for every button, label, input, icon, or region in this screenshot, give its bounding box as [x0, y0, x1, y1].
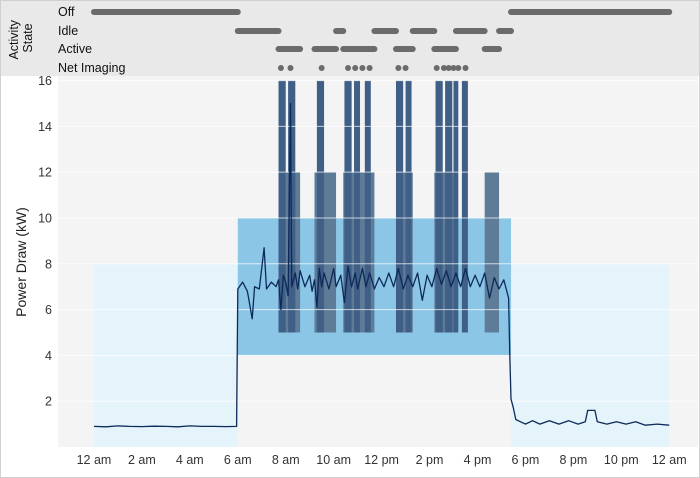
band-net-imaging-18 [445, 80, 453, 333]
band-net-imaging-14 [364, 80, 371, 333]
y-tick-4: 4 [45, 349, 52, 363]
state-dot-net-imaging-2 [318, 65, 325, 71]
power-series [93, 102, 670, 428]
state-dot-net-imaging-9 [433, 65, 440, 71]
y-axis-title: Power Draw (kW) [13, 207, 29, 317]
state-label-net-imaging: Net Imaging [58, 61, 125, 75]
y-tick-8: 8 [45, 257, 52, 271]
x-tick-labels: 12 am 2 am 4 am 6 am 8 am 10 am 12 pm 2 pm 4 pm 6… [77, 453, 687, 467]
band-net-imaging-11 [316, 80, 325, 333]
state-dot-net-imaging-0 [277, 65, 284, 71]
y-tick-6: 6 [45, 303, 52, 317]
x-tick-4: 8 am [272, 453, 300, 467]
x-tick-6: 12 pm [364, 453, 399, 467]
y-tick-14: 14 [38, 120, 52, 134]
state-dot-net-imaging-3 [345, 65, 352, 71]
state-dot-net-imaging-1 [287, 65, 294, 71]
band-net-imaging-20 [461, 80, 468, 333]
x-tick-7: 2 pm [416, 453, 444, 467]
band-active-8 [484, 172, 500, 333]
band-net-imaging-15 [395, 80, 404, 333]
state-dot-net-imaging-6 [366, 65, 373, 71]
y-tick-16: 16 [38, 74, 52, 88]
activity-state-labels: Off Idle Active Net Imaging [58, 5, 125, 75]
state-dot-net-imaging-8 [402, 65, 409, 71]
x-tick-2: 4 am [176, 453, 204, 467]
x-tick-5: 10 am [316, 453, 351, 467]
x-tick-11: 10 pm [604, 453, 639, 467]
state-label-active: Active [58, 42, 92, 56]
x-tick-0: 12 am [77, 453, 112, 467]
activity-state-tracks [90, 9, 673, 71]
range-bands [93, 80, 670, 447]
y-tick-2: 2 [45, 395, 52, 409]
y-tick-labels: 2 4 6 8 10 12 14 16 [38, 74, 52, 409]
y-tick-12: 12 [38, 166, 52, 180]
state-panel-title: Activity State [7, 16, 35, 59]
state-dot-net-imaging-10 [440, 65, 447, 71]
x-tick-10: 8 pm [559, 453, 587, 467]
band-net-imaging-9 [278, 80, 286, 333]
state-dot-net-imaging-14 [462, 65, 469, 71]
band-net-imaging-12 [344, 80, 352, 333]
gridlines [58, 80, 698, 402]
x-tick-9: 6 pm [512, 453, 540, 467]
state-label-idle: Idle [58, 24, 78, 38]
power-series-line-0 [93, 102, 670, 428]
state-dot-net-imaging-7 [395, 65, 402, 71]
state-dot-net-imaging-4 [352, 65, 359, 71]
band-net-imaging-16 [405, 80, 412, 333]
state-dot-net-imaging-5 [359, 65, 366, 71]
band-net-imaging-13 [354, 80, 361, 333]
x-tick-1: 2 am [128, 453, 156, 467]
state-dot-net-imaging-13 [455, 65, 462, 71]
state-panel-title-line-1: Activity [7, 19, 21, 59]
y-tick-10: 10 [38, 211, 52, 225]
state-panel-title-line-2: State [21, 23, 35, 52]
x-tick-8: 4 pm [464, 453, 492, 467]
band-net-imaging-17 [435, 80, 443, 333]
state-dot-net-imaging-12 [450, 65, 457, 71]
x-tick-3: 6 am [224, 453, 252, 467]
x-tick-12: 12 am [652, 453, 687, 467]
state-label-off: Off [58, 5, 75, 19]
band-net-imaging-19 [453, 80, 459, 333]
state-dot-net-imaging-11 [445, 65, 452, 71]
